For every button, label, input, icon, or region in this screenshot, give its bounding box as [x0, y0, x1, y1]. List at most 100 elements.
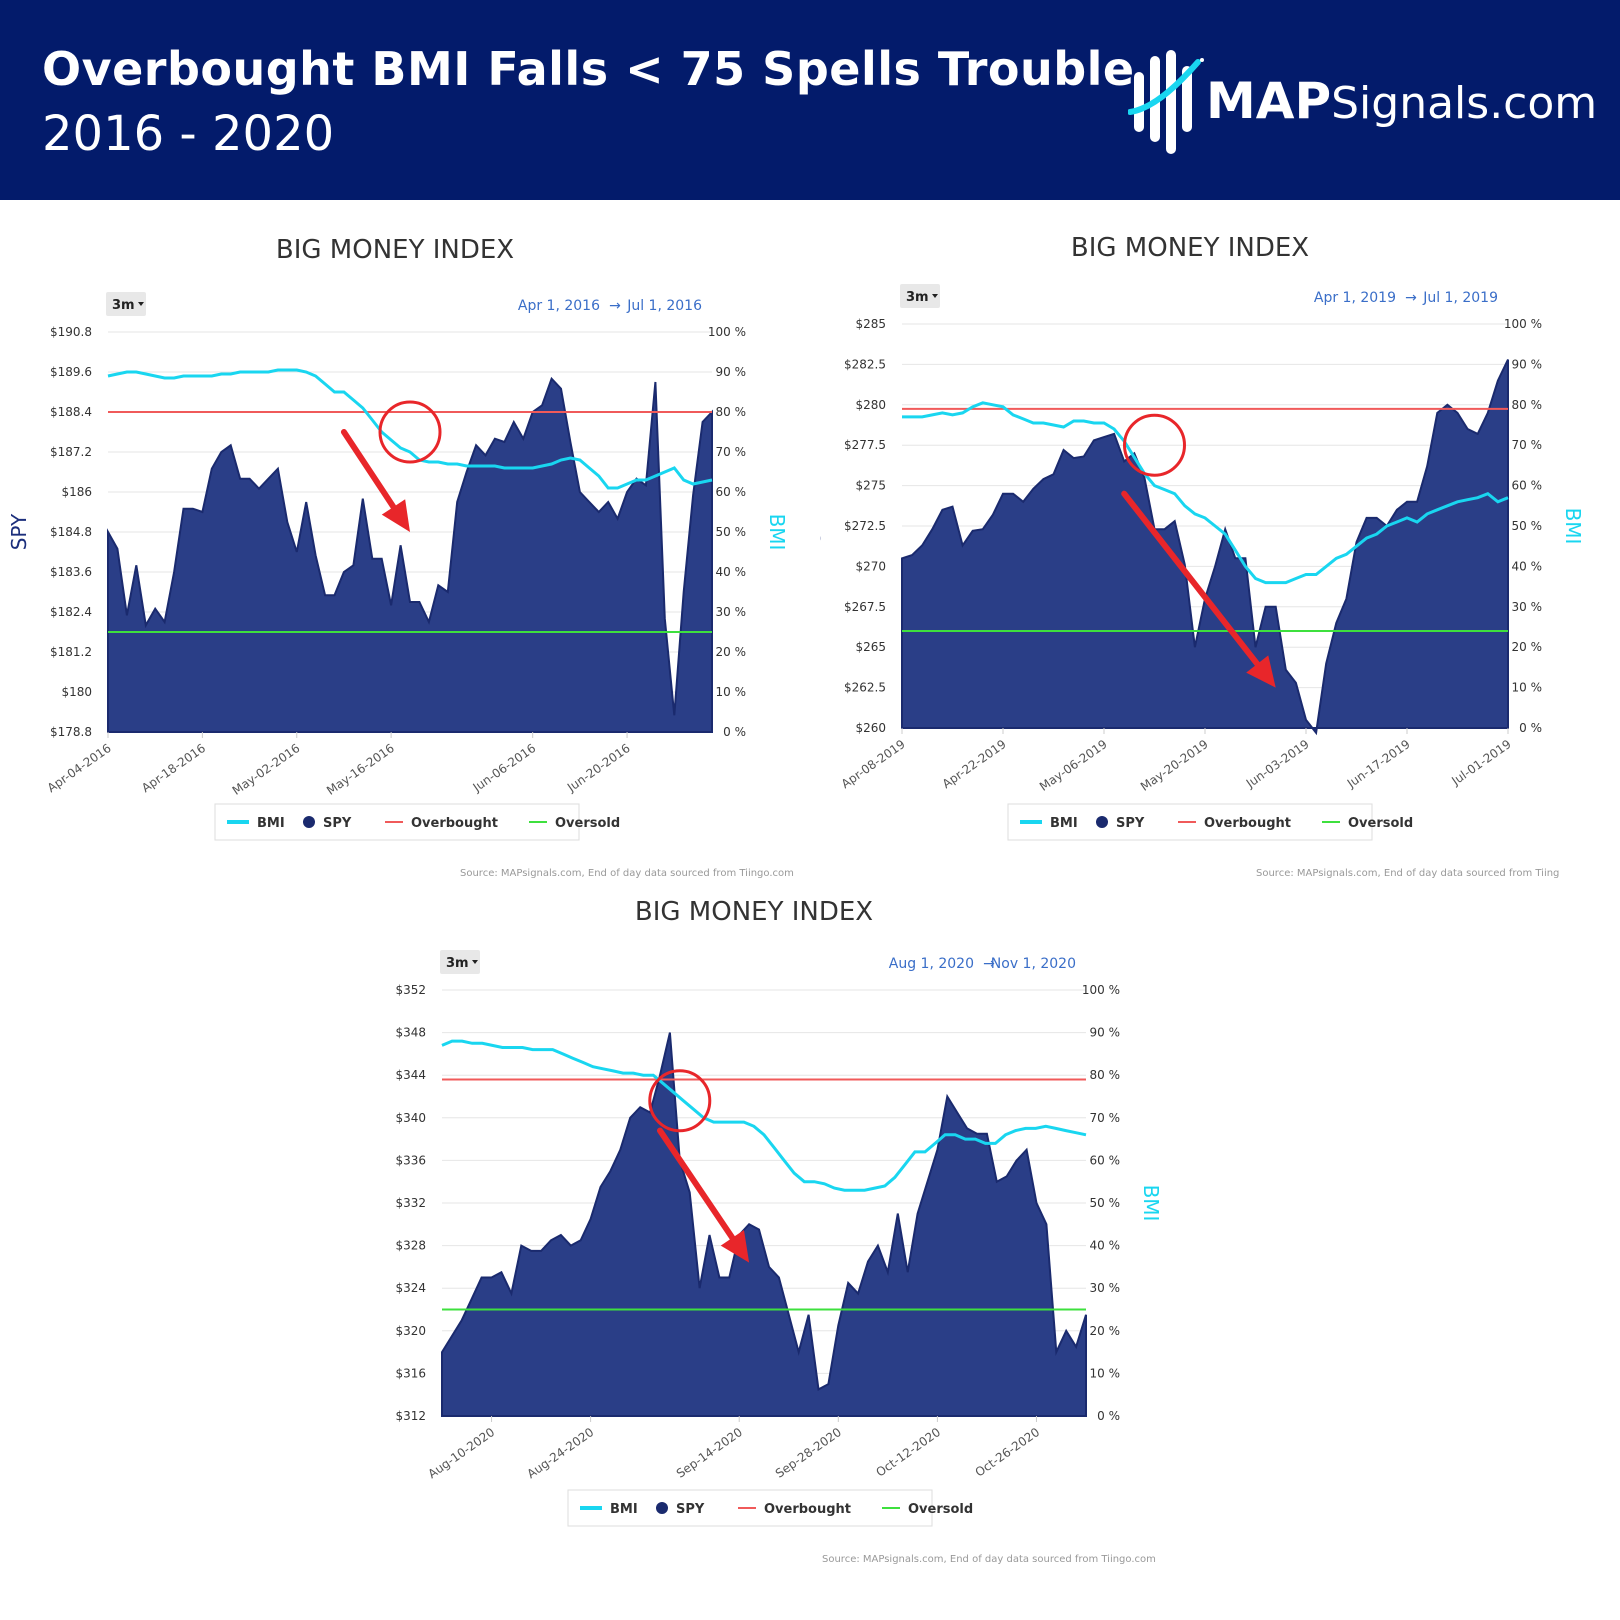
arrow-shaft — [1121, 490, 1261, 667]
y-right-tick-label: 80 % — [716, 405, 747, 419]
legend-item[interactable]: Oversold — [882, 1502, 973, 1517]
y-right-tick-label: 30 % — [1090, 1281, 1121, 1295]
legend-label: BMI — [610, 1502, 638, 1517]
spy-area-series — [441, 1032, 1087, 1417]
y-right-tick-label: 90 % — [716, 365, 747, 379]
page-subtitle: 2016 - 2020 — [42, 106, 335, 162]
y-right-tick-label: 50 % — [1512, 519, 1543, 533]
legend-item[interactable]: Oversold — [529, 816, 620, 831]
range-button-bg — [106, 292, 146, 316]
y-right-tick-label: 0 % — [723, 725, 746, 739]
legend-item[interactable]: BMI — [580, 1502, 638, 1517]
y-right-tick-label: 70 % — [716, 445, 747, 459]
x-tick-label: Oct-12-2020 — [873, 1425, 943, 1480]
range-selector-button[interactable]: 3m — [440, 950, 480, 974]
page-title: Overbought BMI Falls < 75 Spells Trouble — [42, 42, 1135, 96]
y-left-axis-title: SPY — [820, 507, 825, 544]
chevron-down-icon — [932, 294, 938, 298]
range-to-date[interactable]: Nov 1, 2020 — [991, 956, 1076, 972]
y-right-tick-label: 20 % — [716, 645, 747, 659]
y-right-tick-label: 10 % — [1090, 1366, 1121, 1380]
x-tick-label: Jun-03-2019 — [1243, 737, 1312, 791]
range-selector-button[interactable]: 3m — [900, 284, 940, 308]
x-tick-label: Jun-17-2019 — [1344, 737, 1413, 791]
range-from-date[interactable]: Apr 1, 2016 — [518, 298, 600, 314]
y-left-tick-label: $190.8 — [50, 325, 92, 339]
y-left-tick-label: $270 — [855, 559, 886, 573]
y-right-tick-label: 60 % — [1512, 479, 1543, 493]
range-selector-button[interactable]: 3m — [106, 292, 146, 316]
x-tick-label: Apr-18-2016 — [139, 741, 208, 795]
y-right-tick-label: 70 % — [1512, 438, 1543, 452]
legend-item[interactable]: SPY — [1096, 816, 1145, 831]
y-left-tick-label: $324 — [395, 1281, 426, 1295]
legend-item[interactable]: Overbought — [1178, 816, 1291, 831]
y-right-tick-label: 70 % — [1090, 1111, 1121, 1125]
legend-item[interactable]: Overbought — [385, 816, 498, 831]
y-left-tick-label: $267.5 — [844, 600, 886, 614]
legend-item[interactable]: Overbought — [738, 1502, 851, 1517]
legend-label: Oversold — [1348, 816, 1413, 831]
y-left-tick-label: $260 — [855, 721, 886, 735]
y-left-tick-label: $187.2 — [50, 445, 92, 459]
y-left-tick-label: $178.8 — [50, 725, 92, 739]
range-from-date[interactable]: Apr 1, 2019 — [1314, 290, 1396, 306]
y-right-axis-title: BMI — [1561, 508, 1585, 545]
y-right-tick-label: 40 % — [1512, 559, 1543, 573]
bmi-chart-2020: BIG MONEY INDEX 3m Aug 1, 2020 →Nov 1, 2020… — [364, 900, 1163, 1565]
x-tick-label: Aug-24-2020 — [524, 1425, 596, 1481]
legend-item[interactable]: BMI — [227, 816, 285, 831]
legend-item[interactable]: SPY — [303, 816, 352, 831]
y-left-tick-label: $183.6 — [50, 565, 92, 579]
spy-area-series — [901, 359, 1509, 736]
y-left-tick-label: $285 — [855, 317, 886, 331]
y-left-tick-label: $352 — [395, 983, 426, 997]
legend-item[interactable]: BMI — [1020, 816, 1078, 831]
arrow-down-icon — [1121, 490, 1276, 688]
y-left-tick-label: $272.5 — [844, 519, 886, 533]
legend-item[interactable]: SPY — [656, 1502, 705, 1517]
x-tick-label: Apr-08-2019 — [839, 737, 908, 791]
y-left-tick-label: $277.5 — [844, 438, 886, 452]
range-to-date[interactable]: Jul 1, 2016 — [626, 298, 702, 314]
y-left-tick-label: $332 — [395, 1196, 426, 1210]
y-right-tick-label: 30 % — [716, 605, 747, 619]
x-tick-label: Jul-01-2019 — [1448, 737, 1513, 789]
range-to-date[interactable]: Jul 1, 2019 — [1422, 290, 1498, 306]
legend-label: SPY — [1116, 816, 1145, 831]
arrow-down-icon — [340, 429, 410, 532]
x-tick-label: May-16-2016 — [324, 741, 397, 798]
range-from-date[interactable]: Aug 1, 2020 — [889, 956, 974, 972]
chart-legend: BMI SPY Overbought Oversold — [567, 1489, 973, 1527]
y-right-tick-label: 0 % — [1097, 1409, 1120, 1423]
arrow-head — [720, 1229, 750, 1263]
y-right-tick-label: 80 % — [1512, 398, 1543, 412]
y-right-tick-label: 40 % — [716, 565, 747, 579]
x-tick-label: Sep-14-2020 — [674, 1425, 745, 1481]
y-right-axis-title: BMI — [1139, 1185, 1163, 1222]
chevron-down-icon — [138, 302, 144, 306]
highlight-circle — [378, 400, 442, 464]
y-left-tick-label: $340 — [395, 1111, 426, 1125]
range-button-label: 3m — [906, 290, 929, 305]
legend-item[interactable]: Oversold — [1322, 816, 1413, 831]
y-left-axis-title: SPY — [7, 513, 31, 550]
legend-swatch — [303, 816, 315, 828]
chart-title: BIG MONEY INDEX — [276, 235, 514, 265]
legend-label: Overbought — [764, 1502, 851, 1517]
legend-label: Overbought — [411, 816, 498, 831]
y-left-tick-label: $316 — [395, 1366, 426, 1380]
header-banner: Overbought BMI Falls < 75 Spells Trouble… — [0, 0, 1620, 200]
x-tick-label: May-06-2019 — [1037, 737, 1110, 794]
y-right-tick-label: 100 % — [708, 325, 746, 339]
y-left-tick-label: $188.4 — [50, 405, 92, 419]
y-right-tick-label: 100 % — [1082, 983, 1120, 997]
y-right-tick-label: 60 % — [716, 485, 747, 499]
y-left-tick-label: $265 — [855, 640, 886, 654]
logo-bars-icon — [1128, 50, 1204, 154]
y-right-tick-label: 60 % — [1090, 1153, 1121, 1167]
y-right-tick-label: 20 % — [1512, 640, 1543, 654]
y-right-tick-label: 50 % — [1090, 1196, 1121, 1210]
legend-label: BMI — [257, 816, 285, 831]
chart-title: BIG MONEY INDEX — [1071, 233, 1309, 263]
